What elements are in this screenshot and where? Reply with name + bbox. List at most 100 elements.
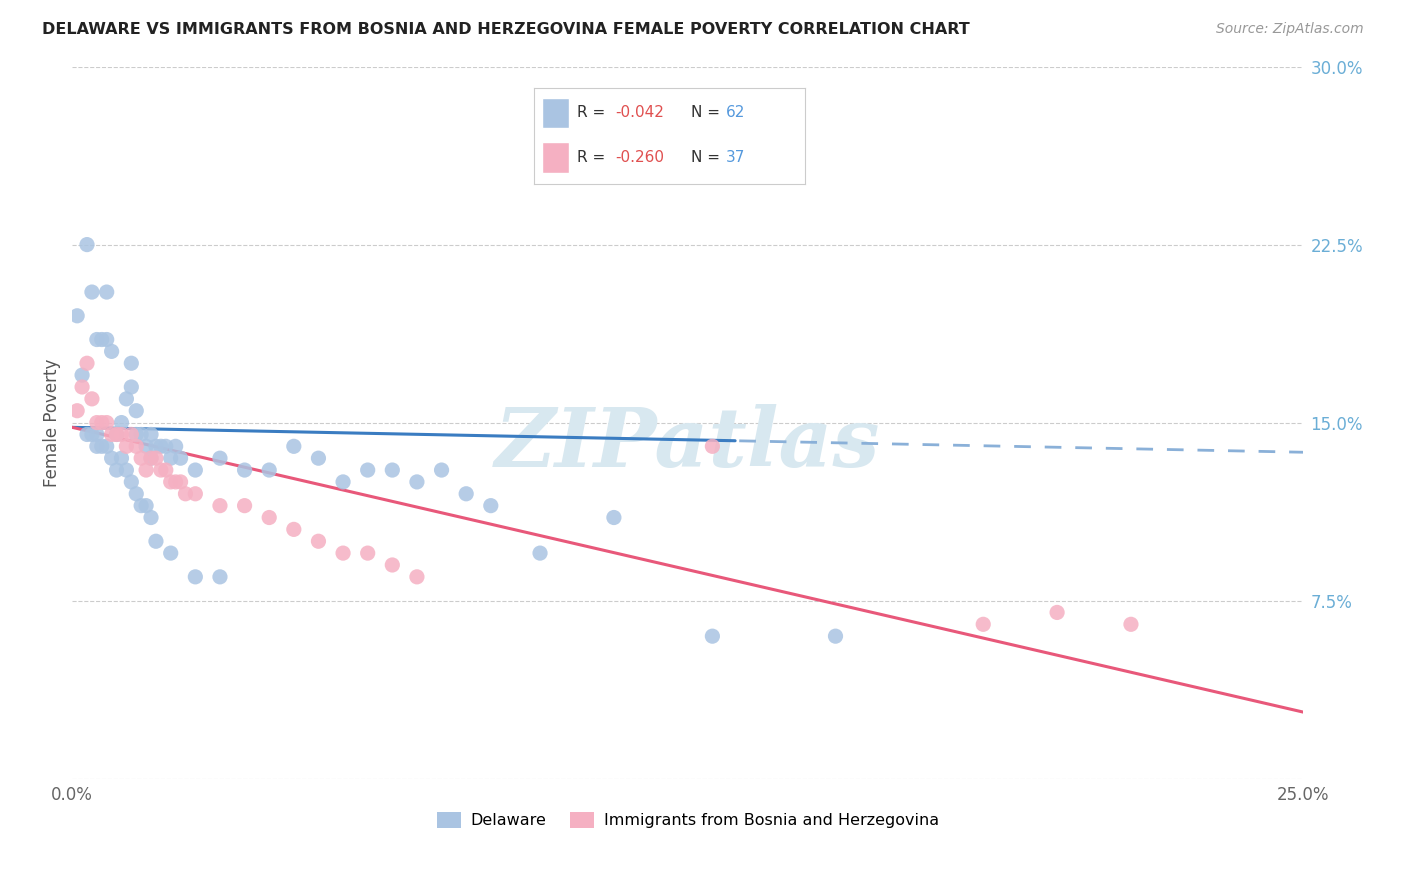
Point	[702, 629, 724, 643]
Point	[139, 451, 162, 466]
Point	[70, 368, 93, 383]
Point	[702, 439, 724, 453]
Point	[529, 546, 551, 560]
Point	[332, 546, 354, 560]
Point	[145, 439, 167, 453]
Point	[120, 380, 142, 394]
Point	[1046, 606, 1069, 620]
Point	[233, 463, 256, 477]
Point	[86, 333, 108, 347]
Point	[105, 427, 128, 442]
Point	[120, 356, 142, 370]
Point	[456, 487, 478, 501]
Point	[406, 475, 429, 489]
Text: ZIPatlas: ZIPatlas	[495, 404, 880, 484]
Point	[100, 451, 122, 466]
Point	[110, 416, 132, 430]
Point	[307, 451, 329, 466]
Point	[169, 451, 191, 466]
Legend: Delaware, Immigrants from Bosnia and Herzegovina: Delaware, Immigrants from Bosnia and Her…	[430, 805, 945, 835]
Point	[283, 522, 305, 536]
Point	[80, 427, 103, 442]
Point	[86, 416, 108, 430]
Point	[479, 499, 502, 513]
Point	[332, 475, 354, 489]
Point	[125, 487, 148, 501]
Point	[129, 427, 152, 442]
Point	[139, 510, 162, 524]
Point	[115, 463, 138, 477]
Point	[66, 403, 89, 417]
Point	[406, 570, 429, 584]
Point	[125, 427, 148, 442]
Point	[76, 237, 98, 252]
Point	[70, 380, 93, 394]
Point	[159, 546, 181, 560]
Point	[184, 570, 207, 584]
Point	[120, 475, 142, 489]
Point	[283, 439, 305, 453]
Point	[105, 427, 128, 442]
Point	[149, 463, 172, 477]
Point	[155, 463, 177, 477]
Point	[165, 475, 187, 489]
Point	[208, 499, 231, 513]
Point	[115, 392, 138, 406]
Point	[110, 427, 132, 442]
Point	[96, 333, 118, 347]
Point	[174, 487, 197, 501]
Point	[972, 617, 994, 632]
Point	[257, 510, 280, 524]
Point	[233, 499, 256, 513]
Point	[184, 487, 207, 501]
Point	[86, 439, 108, 453]
Point	[824, 629, 846, 643]
Point	[135, 463, 157, 477]
Point	[90, 333, 112, 347]
Point	[145, 534, 167, 549]
Point	[145, 451, 167, 466]
Point	[307, 534, 329, 549]
Point	[149, 439, 172, 453]
Point	[208, 570, 231, 584]
Point	[90, 416, 112, 430]
Point	[125, 403, 148, 417]
Point	[96, 285, 118, 299]
Point	[125, 439, 148, 453]
Point	[110, 451, 132, 466]
Point	[257, 463, 280, 477]
Point	[357, 546, 380, 560]
Point	[129, 499, 152, 513]
Point	[90, 439, 112, 453]
Point	[159, 475, 181, 489]
Point	[184, 463, 207, 477]
Point	[120, 427, 142, 442]
Point	[169, 475, 191, 489]
Point	[159, 451, 181, 466]
Point	[165, 439, 187, 453]
Point	[208, 451, 231, 466]
Point	[76, 427, 98, 442]
Point	[603, 510, 626, 524]
Point	[1119, 617, 1142, 632]
Point	[100, 344, 122, 359]
Point	[139, 451, 162, 466]
Point	[96, 439, 118, 453]
Point	[80, 285, 103, 299]
Point	[96, 416, 118, 430]
Point	[76, 356, 98, 370]
Point	[135, 439, 157, 453]
Point	[129, 451, 152, 466]
Point	[155, 439, 177, 453]
Text: Source: ZipAtlas.com: Source: ZipAtlas.com	[1216, 22, 1364, 37]
Point	[135, 499, 157, 513]
Point	[100, 427, 122, 442]
Point	[381, 463, 404, 477]
Point	[105, 463, 128, 477]
Y-axis label: Female Poverty: Female Poverty	[44, 359, 60, 487]
Point	[86, 427, 108, 442]
Point	[381, 558, 404, 572]
Point	[357, 463, 380, 477]
Point	[115, 439, 138, 453]
Point	[430, 463, 453, 477]
